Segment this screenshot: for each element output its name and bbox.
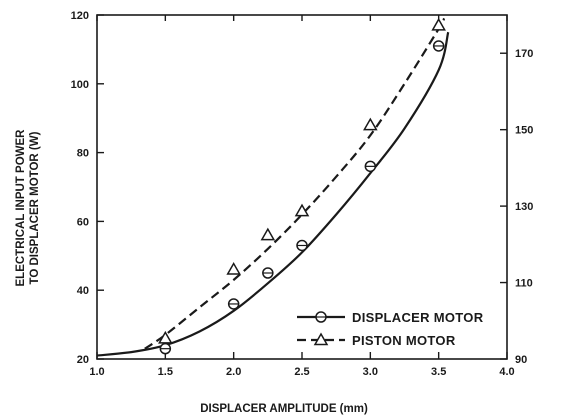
plot-frame (96, 14, 508, 360)
x-tick-label: 3.5 (431, 366, 446, 378)
series-layer (96, 17, 450, 357)
data-point-piston-motor (158, 330, 173, 344)
data-point-displacer-motor (159, 342, 172, 355)
legend-marker (313, 332, 329, 346)
y-tick-label: 100 (71, 79, 89, 91)
series-line-piston-motor (144, 17, 446, 350)
y-tick-label: 80 (77, 148, 89, 160)
y-axis-title-line-1: ELECTRICAL INPUT POWER (15, 129, 27, 287)
x-tick-label: 1.0 (89, 366, 104, 378)
legend: DISPLACER MOTOR PISTON MOTOR (297, 310, 484, 348)
axes: 1.0 1.5 2.0 2.5 3.0 3.5 4.0 20 40 60 80 100 120 90 110… (71, 10, 534, 378)
x-tick-label: 2.0 (226, 366, 241, 378)
x-tick-label: 3.0 (363, 366, 378, 378)
data-point-piston-motor (363, 117, 378, 131)
data-point-piston-motor (431, 17, 446, 31)
x-axis-title: DISPLACER AMPLITUDE (mm) (200, 403, 368, 415)
series-line-displacer-motor (96, 31, 450, 357)
data-point-displacer-motor (296, 239, 308, 252)
y2-tick-label: 90 (515, 354, 527, 366)
x-tick-label: 1.5 (158, 366, 173, 378)
y-tick-label: 60 (77, 216, 89, 228)
legend-label: DISPLACER MOTOR (352, 310, 484, 325)
y-tick-label: 120 (71, 10, 89, 22)
data-point-piston-motor (260, 227, 276, 241)
data-point-displacer-motor (262, 267, 274, 279)
x-tick-label: 2.5 (294, 366, 309, 378)
data-point-displacer-motor (364, 160, 377, 173)
data-point-piston-motor (294, 203, 310, 217)
legend-label: PISTON MOTOR (352, 333, 456, 348)
data-point-displacer-motor (227, 298, 240, 310)
y2-tick-label: 150 (515, 125, 533, 137)
legend-marker (315, 311, 327, 323)
x-tick-label: 4.0 (499, 366, 514, 378)
data-point-displacer-motor (432, 40, 445, 52)
y-axis-title-line-2: TO DISPLACER MOTOR (W) (29, 131, 41, 284)
data-point-piston-motor (226, 262, 241, 275)
y-tick-label: 20 (77, 354, 89, 366)
legend-entry-piston-motor: PISTON MOTOR (297, 332, 456, 348)
y-tick-label: 40 (77, 285, 89, 297)
y2-tick-label: 130 (515, 201, 533, 213)
y2-tick-label: 170 (515, 48, 533, 60)
legend-entry-displacer-motor: DISPLACER MOTOR (297, 310, 484, 325)
y2-tick-label: 110 (515, 278, 533, 290)
